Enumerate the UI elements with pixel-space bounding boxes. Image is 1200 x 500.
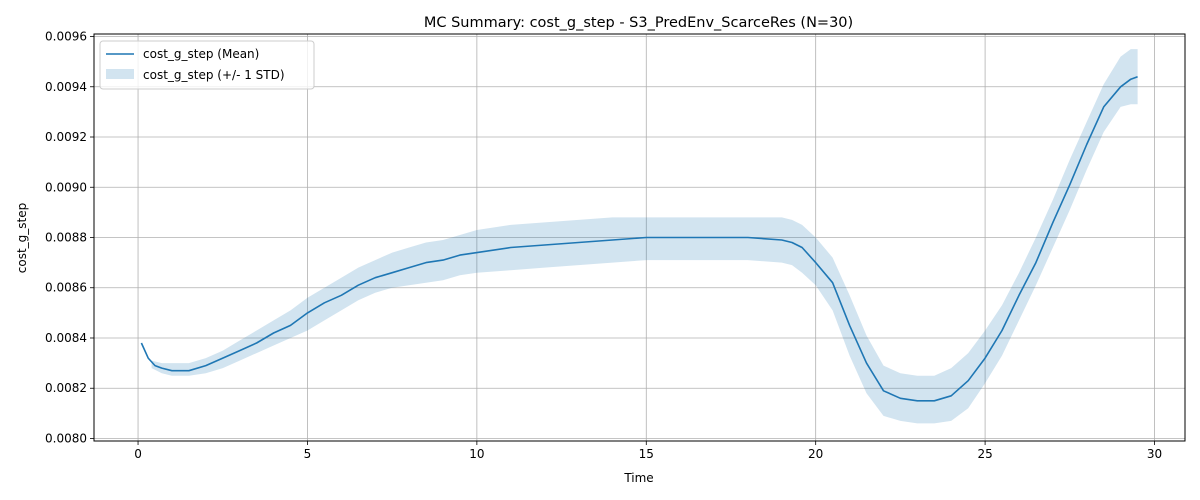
legend-band-label: cost_g_step (+/- 1 STD) xyxy=(143,68,285,82)
y-tick-label: 0.0092 xyxy=(45,130,87,144)
y-tick-label: 0.0086 xyxy=(45,281,87,295)
x-tick-label: 30 xyxy=(1147,447,1162,461)
x-tick-label: 5 xyxy=(304,447,312,461)
x-tick-label: 15 xyxy=(639,447,654,461)
grid-lines xyxy=(94,34,1185,441)
mean-line-layer xyxy=(140,75,1138,402)
x-tick-label: 25 xyxy=(977,447,992,461)
std-band-layer xyxy=(151,49,1138,424)
std-band xyxy=(151,49,1138,424)
y-tick-label: 0.0084 xyxy=(45,331,87,345)
legend: cost_g_step (Mean) cost_g_step (+/- 1 ST… xyxy=(99,40,315,90)
legend-band-swatch xyxy=(106,69,134,79)
y-axis-label: cost_g_step xyxy=(15,203,29,273)
x-axis-ticks: 0 5 10 15 20 25 30 xyxy=(134,441,1162,461)
y-tick-label: 0.0082 xyxy=(45,381,87,395)
legend-box xyxy=(99,40,315,90)
y-tick-label: 0.0096 xyxy=(45,30,87,44)
y-tick-label: 0.0088 xyxy=(45,231,87,245)
chart-title: MC Summary: cost_g_step - S3_PredEnv_Sca… xyxy=(424,15,853,31)
x-tick-label: 20 xyxy=(808,447,823,461)
x-axis-label: Time xyxy=(623,471,653,485)
mean-line xyxy=(140,75,1138,402)
legend-mean-label: cost_g_step (Mean) xyxy=(143,47,259,61)
y-tick-label: 0.0080 xyxy=(45,431,87,445)
y-tick-label: 0.0094 xyxy=(45,80,87,94)
x-tick-label: 10 xyxy=(469,447,484,461)
y-tick-label: 0.0090 xyxy=(45,180,87,194)
y-axis-ticks: 0.0080 0.0082 0.0084 0.0086 0.0088 0.0090 0.00… xyxy=(45,30,94,445)
x-tick-label: 0 xyxy=(134,447,142,461)
